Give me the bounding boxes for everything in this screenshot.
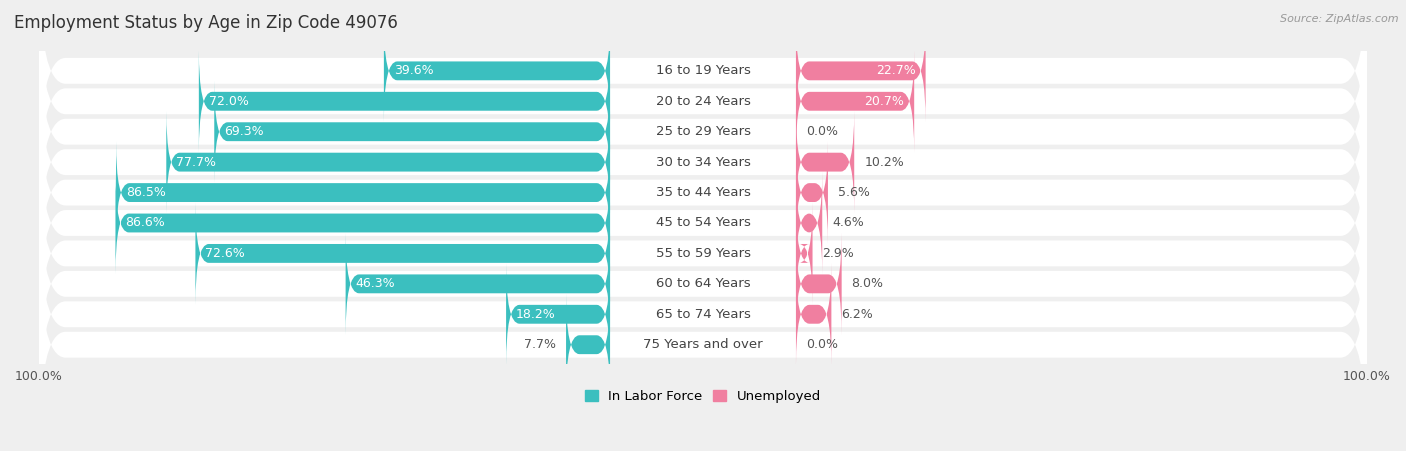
FancyBboxPatch shape [796,141,828,244]
FancyBboxPatch shape [39,53,1367,271]
FancyBboxPatch shape [506,263,610,366]
Text: 46.3%: 46.3% [356,277,395,290]
Text: 4.6%: 4.6% [832,216,863,230]
FancyBboxPatch shape [384,19,610,122]
Text: 25 to 29 Years: 25 to 29 Years [655,125,751,138]
Text: 5.6%: 5.6% [838,186,870,199]
Text: 7.7%: 7.7% [524,338,557,351]
Text: 10.2%: 10.2% [865,156,904,169]
Legend: In Labor Force, Unemployed: In Labor Force, Unemployed [579,384,827,408]
FancyBboxPatch shape [796,202,813,305]
FancyBboxPatch shape [195,202,610,305]
Text: 86.6%: 86.6% [125,216,165,230]
FancyBboxPatch shape [39,145,1367,362]
Text: 20 to 24 Years: 20 to 24 Years [655,95,751,108]
FancyBboxPatch shape [796,110,855,214]
Text: 75 Years and over: 75 Years and over [643,338,763,351]
FancyBboxPatch shape [796,232,842,335]
FancyBboxPatch shape [796,263,831,366]
FancyBboxPatch shape [796,50,914,153]
Text: 69.3%: 69.3% [224,125,264,138]
Text: 72.0%: 72.0% [209,95,249,108]
Text: 77.7%: 77.7% [176,156,217,169]
FancyBboxPatch shape [39,0,1367,179]
FancyBboxPatch shape [796,19,925,122]
Text: 18.2%: 18.2% [516,308,555,321]
Text: 22.7%: 22.7% [876,64,915,78]
Text: 20.7%: 20.7% [865,95,904,108]
FancyBboxPatch shape [39,114,1367,332]
FancyBboxPatch shape [39,206,1367,423]
Text: 35 to 44 Years: 35 to 44 Years [655,186,751,199]
Text: 0.0%: 0.0% [806,338,838,351]
Text: 55 to 59 Years: 55 to 59 Years [655,247,751,260]
Text: 45 to 54 Years: 45 to 54 Years [655,216,751,230]
Text: Source: ZipAtlas.com: Source: ZipAtlas.com [1281,14,1399,23]
FancyBboxPatch shape [117,141,610,244]
FancyBboxPatch shape [198,50,610,153]
Text: 65 to 74 Years: 65 to 74 Years [655,308,751,321]
FancyBboxPatch shape [39,175,1367,393]
FancyBboxPatch shape [214,80,610,183]
Text: 72.6%: 72.6% [205,247,245,260]
Text: 0.0%: 0.0% [806,125,838,138]
Text: 30 to 34 Years: 30 to 34 Years [655,156,751,169]
Text: 6.2%: 6.2% [841,308,873,321]
FancyBboxPatch shape [567,293,610,396]
Text: 16 to 19 Years: 16 to 19 Years [655,64,751,78]
FancyBboxPatch shape [39,23,1367,240]
Text: 8.0%: 8.0% [852,277,883,290]
FancyBboxPatch shape [796,171,823,274]
FancyBboxPatch shape [166,110,610,214]
Text: 39.6%: 39.6% [394,64,433,78]
Text: 86.5%: 86.5% [127,186,166,199]
FancyBboxPatch shape [346,232,610,335]
Text: Employment Status by Age in Zip Code 49076: Employment Status by Age in Zip Code 490… [14,14,398,32]
FancyBboxPatch shape [115,171,610,274]
FancyBboxPatch shape [39,236,1367,451]
Text: 60 to 64 Years: 60 to 64 Years [655,277,751,290]
Text: 2.9%: 2.9% [823,247,855,260]
FancyBboxPatch shape [39,0,1367,210]
FancyBboxPatch shape [39,84,1367,301]
